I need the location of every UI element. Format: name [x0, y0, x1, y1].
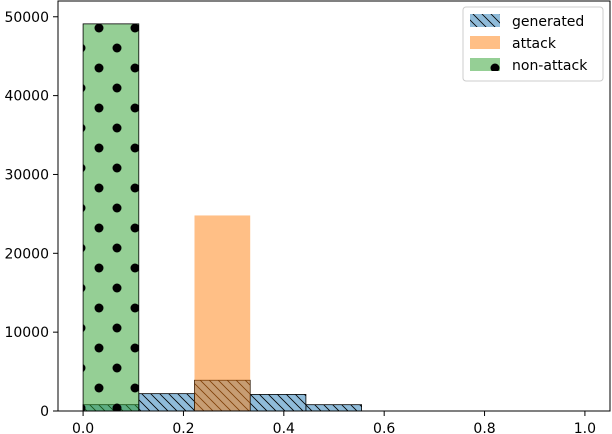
legend-swatch [470, 36, 500, 49]
y-tick-label: 0 [40, 404, 49, 420]
legend-swatch-hatch [470, 14, 500, 27]
legend-label: attack [512, 36, 557, 52]
generated-bar-1-hatch [138, 393, 195, 411]
plot-frame [57, 0, 611, 412]
x-tick-label: 0.4 [273, 421, 295, 434]
x-tick-label: 0.2 [172, 421, 194, 434]
y-tick-label: 50000 [4, 10, 49, 26]
non-attack-bar-0-hatch [83, 23, 139, 411]
legend-label: non-attack [512, 58, 588, 74]
y-axis: 0 10000 20000 30000 40000 50000 [4, 10, 58, 420]
y-tick-label: 20000 [4, 246, 49, 262]
legend: generated attack non-attack [462, 6, 604, 82]
y-tick-label: 30000 [4, 167, 49, 183]
plot-area [82, 23, 363, 412]
legend-label: generated [512, 14, 584, 30]
generated-bar-3-hatch [250, 394, 306, 411]
attack-bar-0 [194, 215, 251, 411]
x-tick-label: 0.0 [72, 421, 94, 434]
legend-entry-attack: attack [470, 36, 557, 52]
legend-entry-generated: generated [470, 14, 584, 30]
y-tick-label: 10000 [4, 325, 49, 341]
y-tick-label: 40000 [4, 89, 49, 105]
x-axis: 0.0 0.2 0.4 0.6 0.8 1.0 [72, 411, 596, 434]
x-tick-label: 1.0 [574, 421, 596, 434]
x-tick-label: 0.6 [373, 421, 395, 434]
legend-entry-non-attack: non-attack [470, 58, 588, 74]
generated-bar-4-hatch [305, 404, 362, 411]
x-tick-label: 0.8 [473, 421, 495, 434]
legend-swatch-hatch [470, 58, 500, 71]
